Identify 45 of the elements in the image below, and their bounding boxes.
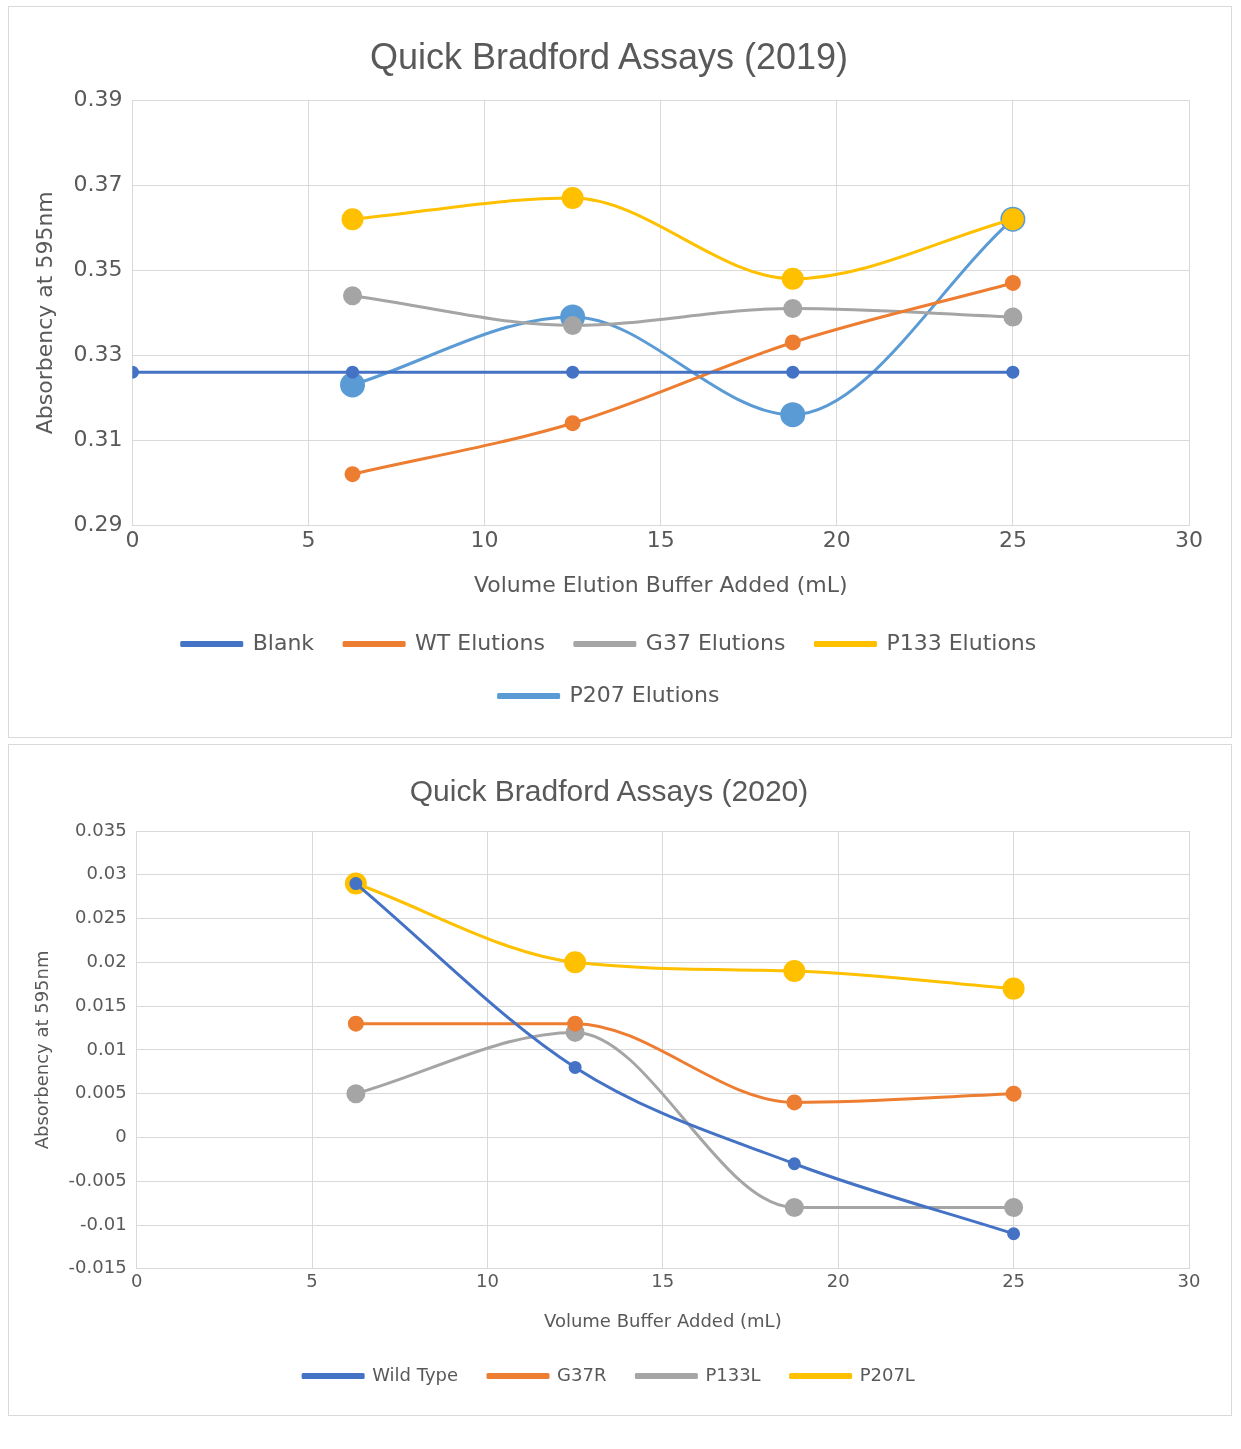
legend-label: Blank [252, 629, 315, 655]
x-axis-title: Volume Elution Buffer Added (mL) [473, 571, 848, 597]
x-tick-label: 10 [470, 527, 499, 553]
y-tick-label: 0.015 [75, 993, 127, 1015]
y-axis-title: Absorbency at 595nm [31, 191, 57, 435]
x-tick-label: 20 [826, 1270, 850, 1292]
y-tick-label: 0.01 [86, 1037, 127, 1059]
x-tick-label: 30 [1177, 1270, 1201, 1292]
x-tick-label: 15 [651, 1270, 675, 1292]
x-tick-label: 25 [1002, 1270, 1026, 1292]
y-tick-label: 0.035 [75, 818, 127, 840]
legend-label: WT Elutions [415, 629, 545, 655]
x-tick-label: 10 [475, 1270, 499, 1292]
y-tick-label: -0.015 [68, 1256, 127, 1278]
y-tick-label: 0.37 [73, 170, 123, 196]
y-tick-label: -0.005 [68, 1168, 127, 1190]
x-tick-label: 5 [306, 1270, 318, 1292]
legend-label: P207L [859, 1363, 915, 1385]
y-tick-label: 0.03 [86, 862, 127, 884]
chart-title: Quick Bradford Assays (2020) [409, 774, 809, 808]
legend-label: P133 Elutions [886, 629, 1037, 655]
y-tick-label: 0.35 [73, 255, 123, 281]
chart-title: Quick Bradford Assays (2019) [369, 35, 849, 77]
x-tick-label: 15 [646, 527, 675, 553]
legend-label: G37 Elutions [645, 629, 786, 655]
y-tick-label: 0.025 [75, 906, 127, 928]
x-axis-title: Volume Buffer Added (mL) [543, 1309, 782, 1331]
y-tick-label: 0.39 [73, 85, 123, 111]
x-tick-label: 20 [822, 527, 851, 553]
y-tick-label: 0.005 [75, 1081, 127, 1103]
legend-label: Wild Type [372, 1363, 459, 1385]
legend-label: P207 Elutions [569, 681, 720, 707]
x-tick-label: 0 [130, 1270, 143, 1292]
y-tick-label: 0 [115, 1125, 127, 1147]
y-tick-label: 0.02 [86, 950, 127, 972]
y-tick-label: 0.29 [73, 510, 123, 536]
y-axis-title: Absorbency at 595nm [31, 950, 53, 1150]
y-tick-label: 0.33 [73, 340, 123, 366]
legend-label: G37R [557, 1363, 607, 1385]
x-tick-label: 25 [998, 527, 1027, 553]
y-tick-label: 0.31 [73, 425, 123, 451]
x-tick-label: 5 [301, 527, 316, 553]
y-tick-label: -0.01 [80, 1212, 127, 1234]
x-tick-label: 30 [1175, 527, 1203, 553]
legend-label: P133L [705, 1363, 761, 1385]
